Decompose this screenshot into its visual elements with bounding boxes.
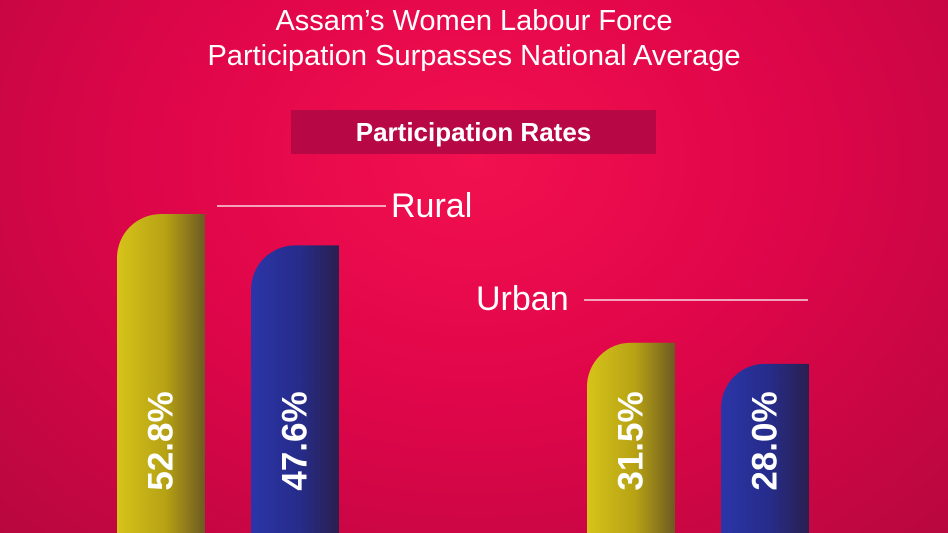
chart-title-line-2: Participation Surpasses National Average: [207, 40, 741, 72]
bar-rural-series-1: [117, 214, 205, 533]
group-label-urban: Urban: [476, 280, 569, 318]
participation-rates-banner: Participation Rates: [291, 110, 656, 154]
bar-value-label-rural-series-1: 52.8%: [142, 391, 181, 490]
chart-title-line-1: Assam’s Women Labour Force: [275, 5, 673, 37]
bar-value-label-urban-series-1: 31.5%: [612, 391, 651, 490]
bar-urban-series-1: [587, 342, 675, 533]
group-label-rural: Rural: [391, 187, 472, 225]
bar-value-label-rural-series-2: 47.6%: [276, 391, 315, 490]
bar-urban-series-2: [721, 363, 809, 533]
bar-value-label-urban-series-2: 28.0%: [746, 391, 785, 490]
bar-rural-series-2: [251, 245, 339, 533]
